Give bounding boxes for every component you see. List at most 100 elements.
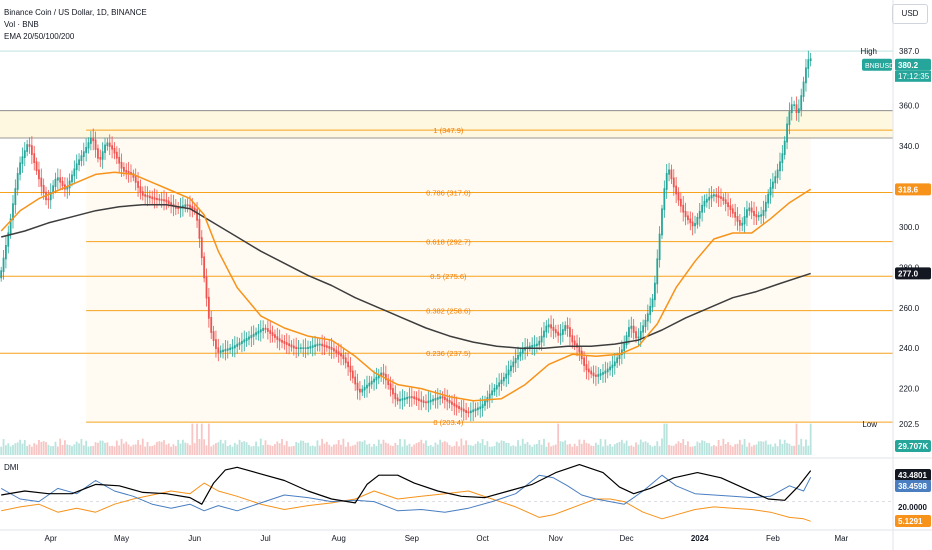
candle-body [363, 386, 366, 391]
volume-bar [191, 423, 194, 455]
candle-body [377, 374, 380, 379]
high-value: 387.0 [899, 47, 920, 56]
dmi-value-badge: 5.1291 [898, 517, 923, 526]
dmi-value-badge: 43.4801 [898, 471, 927, 480]
candle-body [127, 171, 130, 174]
ema-fast-badge-bg [895, 183, 931, 196]
candle-body [38, 169, 40, 180]
candle-body [654, 282, 656, 301]
volume-bar [266, 444, 269, 455]
volume-bar [292, 445, 295, 455]
candle-body [250, 335, 253, 339]
volume-bar [554, 444, 557, 455]
candle-body [401, 398, 404, 401]
candle-body [368, 382, 371, 387]
candle-body [604, 370, 607, 374]
volume-bar [679, 443, 682, 455]
candle-body [757, 214, 760, 218]
volume-bar [741, 444, 744, 455]
volume-bar [49, 446, 52, 455]
volume-bar [396, 444, 399, 455]
candle-body [56, 177, 59, 181]
volume-bar [222, 443, 224, 455]
volume-bar [526, 441, 529, 455]
volume-bar [264, 440, 267, 455]
candle-body [613, 361, 616, 367]
candle-body [148, 195, 151, 199]
volume-bar [764, 440, 767, 455]
volume-bar [543, 438, 545, 455]
candle-body [649, 305, 652, 315]
candle-body [359, 388, 361, 393]
volume-bar [217, 442, 220, 455]
volume-bar [793, 445, 796, 455]
volume-bar [507, 442, 510, 455]
volume-bar [370, 446, 373, 455]
volume-bar [333, 444, 335, 455]
volume-bar [130, 446, 132, 455]
candle-body [691, 221, 694, 227]
candle-body [382, 372, 385, 376]
candle-body [538, 340, 541, 346]
volume-bar [271, 445, 274, 455]
candle-body [266, 328, 269, 332]
candle-body [620, 349, 623, 356]
candle-body [736, 216, 739, 222]
volume-bar [628, 445, 630, 455]
volume-bar [708, 443, 711, 455]
candle-body [276, 336, 279, 340]
candle-body [311, 345, 314, 348]
volume-bar [779, 439, 781, 455]
candle-body [672, 177, 675, 188]
candle-body [281, 339, 283, 343]
candle-body [573, 340, 576, 345]
candle-body [325, 345, 328, 348]
volume-bar [661, 438, 663, 455]
candle-body [85, 146, 88, 153]
volume-bar [441, 442, 444, 455]
volume-bar [92, 445, 95, 455]
volume-legend: Vol · BNB [4, 20, 39, 29]
volume-bar [401, 446, 404, 455]
candle-body [40, 177, 43, 187]
candle-body [59, 177, 62, 183]
volume-bar [141, 438, 144, 455]
volume-bar [420, 439, 423, 455]
volume-bar [54, 441, 57, 455]
volume-bar [200, 423, 203, 455]
currency-button[interactable]: USD [892, 4, 928, 24]
volume-bar [668, 444, 670, 455]
volume-bar [635, 442, 637, 455]
candle-body [170, 202, 172, 206]
candle-body [783, 140, 786, 155]
volume-bar [384, 442, 387, 455]
candle-body [630, 325, 633, 329]
volume-bar [748, 442, 751, 455]
volume-bar [566, 444, 569, 455]
candle-body [455, 404, 458, 408]
candle-body [500, 379, 503, 385]
volume-bar [392, 446, 394, 455]
volume-bar [429, 445, 432, 455]
ema-slow-badge: 277.0 [898, 269, 919, 278]
volume-bar [613, 444, 616, 455]
price-tick-label: 240.0 [899, 344, 920, 353]
volume-bar [753, 445, 755, 455]
candle-body [278, 338, 281, 342]
volume-bar [573, 443, 576, 455]
candle-body [521, 348, 524, 354]
candle-body [392, 388, 394, 395]
candle-body [23, 150, 26, 158]
candle-body [351, 370, 354, 379]
volume-bar [413, 444, 416, 455]
candle-body [344, 357, 347, 364]
countdown-bg [895, 70, 931, 82]
volume-bar [241, 442, 243, 455]
volume-bar [512, 445, 515, 455]
dmi-label: DMI [4, 463, 19, 472]
volume-bar [675, 443, 678, 455]
volume-bar [283, 445, 286, 455]
ema-slow-badge-bg [895, 267, 931, 280]
ema-fast-badge: 318.6 [898, 185, 919, 194]
